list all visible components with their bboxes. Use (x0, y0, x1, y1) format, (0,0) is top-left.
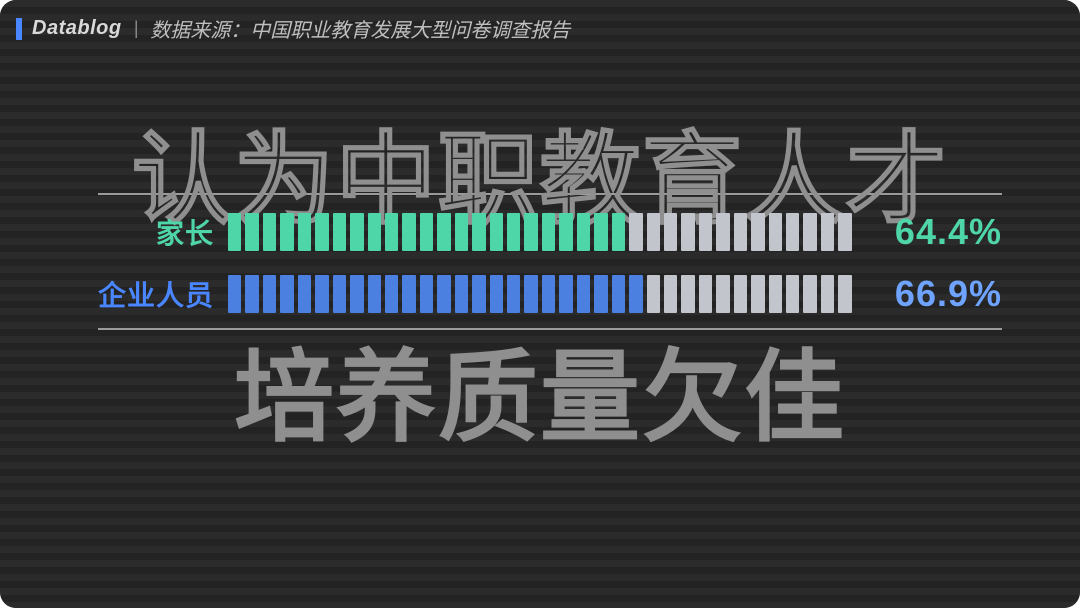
header-divider: | (134, 18, 139, 39)
source-prefix: 数据来源： (150, 20, 250, 42)
bar-value-parents: 64.4% (852, 211, 1002, 253)
brand-label: Datablog (32, 17, 122, 40)
bar-segment (751, 213, 764, 251)
bar-segment (751, 275, 764, 313)
bar-segment (437, 275, 450, 313)
bar-segment (542, 275, 555, 313)
bar-segment (559, 213, 572, 251)
bar-segment (263, 275, 276, 313)
data-source-label: 数据来源：中国职业教育发展大型问卷调查报告 (150, 14, 570, 43)
bar-label-enterprise: 企业人员 (98, 274, 228, 314)
bar-segment (490, 213, 503, 251)
bar-segment (385, 213, 398, 251)
bar-track-enterprise (228, 275, 852, 313)
bar-segment (455, 275, 468, 313)
bar-segment (612, 213, 625, 251)
bar-segment (612, 275, 625, 313)
bar-segment (664, 213, 677, 251)
bar-segment (821, 213, 834, 251)
bar-segment (681, 213, 694, 251)
bar-segment (699, 275, 712, 313)
header: Datablog | 数据来源：中国职业教育发展大型问卷调查报告 (16, 14, 570, 43)
bar-segment (350, 213, 363, 251)
bar-segment (245, 275, 258, 313)
bar-segment (803, 275, 816, 313)
bar-segment (734, 213, 747, 251)
bar-segment (228, 275, 241, 313)
bar-segment (472, 275, 485, 313)
header-accent-bar (16, 18, 22, 40)
bar-segment (263, 213, 276, 251)
bar-segment (437, 213, 450, 251)
bar-segment (298, 213, 311, 251)
bar-track-parents (228, 213, 852, 251)
bar-chart: 家长 64.4% 企业人员 66.9% (98, 0, 1002, 608)
bar-segment (333, 275, 346, 313)
bar-segment (786, 213, 799, 251)
source-text: 中国职业教育发展大型问卷调查报告 (250, 20, 570, 42)
bar-segment (280, 213, 293, 251)
bar-segment (228, 213, 241, 251)
bar-segment (716, 213, 729, 251)
bar-segment (629, 213, 642, 251)
bar-segment (647, 275, 660, 313)
bar-segment (368, 213, 381, 251)
bar-segment (821, 275, 834, 313)
bar-segment (803, 213, 816, 251)
bar-segment (350, 275, 363, 313)
bar-segment (577, 213, 590, 251)
bar-segment (524, 275, 537, 313)
bar-row-parents: 家长 64.4% (98, 210, 1002, 254)
bar-label-parents: 家长 (98, 212, 228, 252)
bar-segment (402, 213, 415, 251)
bar-segment (507, 275, 520, 313)
bar-segment (245, 213, 258, 251)
bar-segment (716, 275, 729, 313)
bar-segment (280, 275, 293, 313)
bar-segment (786, 275, 799, 313)
bar-segment (594, 213, 607, 251)
bar-segment (420, 213, 433, 251)
bar-segment (664, 275, 677, 313)
bar-segment (472, 213, 485, 251)
bar-segment (681, 275, 694, 313)
bar-segment (420, 275, 433, 313)
bar-segment (577, 275, 590, 313)
bar-segment (838, 275, 851, 313)
bar-segment (507, 213, 520, 251)
bar-segment (542, 213, 555, 251)
bar-segment (629, 275, 642, 313)
bar-segment (455, 213, 468, 251)
bar-segment (402, 275, 415, 313)
bar-segment (298, 275, 311, 313)
bar-segment (647, 213, 660, 251)
bar-segment (333, 213, 346, 251)
bar-row-enterprise: 企业人员 66.9% (98, 272, 1002, 316)
bar-segment (490, 275, 503, 313)
bar-segment (315, 275, 328, 313)
bar-segment (315, 213, 328, 251)
infographic-canvas: Datablog | 数据来源：中国职业教育发展大型问卷调查报告 认为中职教育人… (0, 0, 1080, 608)
bar-value-enterprise: 66.9% (852, 273, 1002, 315)
bar-segment (769, 275, 782, 313)
bar-segment (385, 275, 398, 313)
bar-segment (368, 275, 381, 313)
bar-segment (769, 213, 782, 251)
bar-segment (838, 213, 851, 251)
bar-segment (594, 275, 607, 313)
bar-segment (734, 275, 747, 313)
bar-segment (699, 213, 712, 251)
bar-segment (559, 275, 572, 313)
bar-segment (524, 213, 537, 251)
